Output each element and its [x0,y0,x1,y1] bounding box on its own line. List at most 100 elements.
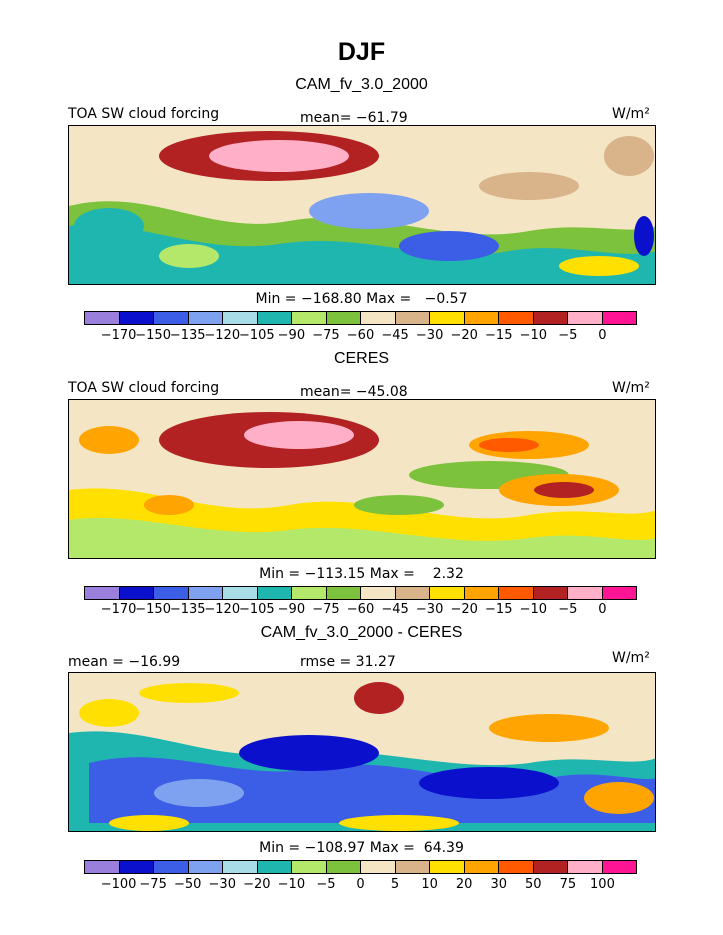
colorbar-tick-label: −75 [312,602,340,617]
colorbar-tick-label: 100 [590,877,615,892]
panel-1-left-label: TOA SW cloud forcing [68,106,220,122]
panel-1-map-field [69,126,655,284]
colorbar-swatch [499,312,534,324]
colorbar-tick-label: −105 [238,602,275,617]
colorbar-swatch [499,861,534,873]
colorbar-swatch [430,861,465,873]
colorbar-swatch [85,587,120,599]
panel-3-map [68,672,656,832]
colorbar-tick-label: −10 [277,877,306,892]
colorbar-tick-label: −30 [415,602,444,617]
panel-3-colorbar-ticks: −100 −75 −50 −30 −20 −10 −5 0 5 10 20 30 50 75 100 [84,877,637,893]
colorbar-tick-label: −50 [173,877,202,892]
colorbar-swatch [154,587,189,599]
panel-1-colorbar-ticks: −170 −150 −135 −120 −105 −90 −75 −60 −45 −30 −20 −1… [84,328,637,344]
colorbar-tick-label: −15 [485,602,513,617]
colorbar-swatch [533,861,568,873]
panel-2-map-field [69,400,655,558]
colorbar-swatch [395,587,430,599]
colorbar-swatch [361,587,396,599]
panel-2-units: W/m² [612,380,650,396]
colorbar-tick-label: −10 [519,602,548,617]
panel-1-map [68,125,656,285]
colorbar-tick-label: −100 [100,877,137,892]
colorbar-tick-label: −120 [204,328,241,343]
colorbar-tick-label: 50 [525,877,542,892]
colorbar-swatch [85,312,120,324]
panel-1-center-label: mean= −61.79 [300,110,408,126]
colorbar-swatch [119,587,154,599]
colorbar-swatch [361,861,396,873]
colorbar-swatch [533,587,568,599]
panel-3-map-field [69,673,655,831]
panel-3-left-label: mean = −16.99 [68,654,181,670]
colorbar-tick-label: −150 [135,328,171,343]
colorbar-swatch [568,312,603,324]
panel-1-minmax: Min = −168.80 Max = −0.57 [255,291,468,307]
panel-2-left-label: TOA SW cloud forcing [68,380,220,396]
panel-3-colorbar [84,860,637,874]
colorbar-tick-label: −30 [415,328,444,343]
colorbar-tick-label: −20 [243,877,271,892]
panel-1-units: W/m² [612,106,650,122]
colorbar-tick-label: −90 [277,328,306,343]
panel-3-minmax: Min = −108.97 Max = 64.39 [259,840,464,856]
colorbar-swatch [188,587,223,599]
colorbar-tick-label: −150 [135,602,171,617]
colorbar-swatch [361,312,396,324]
colorbar-tick-label: −135 [169,602,206,617]
colorbar-swatch [326,861,361,873]
colorbar-tick-label: −75 [139,877,167,892]
colorbar-swatch [602,861,636,873]
colorbar-swatch [568,861,603,873]
colorbar-swatch [602,312,636,324]
panel-3-subtitle: CAM_fv_3.0_2000 - CERES [260,624,463,641]
panel-3-center-label: rmse = 31.27 [300,654,396,670]
panel-1-subtitle: CAM_fv_3.0_2000 [295,76,428,93]
colorbar-tick-label: −75 [312,328,340,343]
colorbar-tick-label: −120 [204,602,241,617]
colorbar-tick-label: −170 [100,328,137,343]
panel-1-colorbar [84,311,637,325]
colorbar-tick-label: −20 [450,328,478,343]
colorbar-swatch [464,861,499,873]
colorbar-tick-label: −60 [346,602,375,617]
colorbar-swatch [395,312,430,324]
colorbar-tick-label: −45 [381,328,409,343]
colorbar-swatch [188,861,223,873]
colorbar-swatch [326,587,361,599]
colorbar-tick-label: 10 [421,877,438,892]
colorbar-swatch [292,312,327,324]
colorbar-tick-label: −30 [208,877,236,892]
colorbar-tick-label: −5 [558,602,578,617]
colorbar-tick-label: −20 [450,602,478,617]
colorbar-swatch [430,587,465,599]
colorbar-swatch [464,587,499,599]
colorbar-tick-label: 30 [490,877,508,892]
colorbar-swatch [533,312,568,324]
colorbar-swatch [292,587,327,599]
colorbar-swatch [223,587,258,599]
colorbar-tick-label: −105 [238,328,275,343]
panel-2-colorbar [84,586,637,600]
colorbar-swatch [464,312,499,324]
colorbar-tick-label: 0 [598,328,607,343]
colorbar-tick-label: −15 [485,328,513,343]
colorbar-swatch [257,587,292,599]
colorbar-tick-label: −90 [277,602,306,617]
colorbar-swatch [430,312,465,324]
colorbar-swatch [257,861,292,873]
colorbar-swatch [223,861,258,873]
panel-3-units: W/m² [612,650,650,666]
panel-2-map [68,399,656,559]
colorbar-swatch [188,312,223,324]
colorbar-tick-label: 0 [356,877,365,892]
figure-title: DJF [337,38,386,66]
colorbar-tick-label: 20 [455,877,473,892]
colorbar-swatch [85,861,120,873]
colorbar-swatch [326,312,361,324]
colorbar-swatch [602,587,636,599]
panel-2-subtitle: CERES [333,350,390,367]
colorbar-tick-label: −10 [519,328,548,343]
